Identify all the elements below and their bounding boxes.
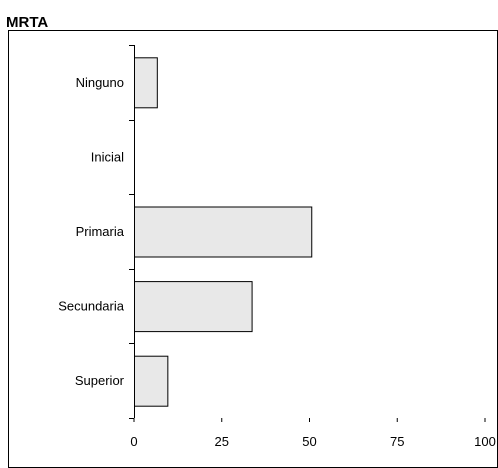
x-tick-label: 50 (302, 434, 316, 449)
y-tick-label: Secundaria (58, 299, 125, 314)
bar-ninguno (134, 57, 158, 109)
plot-area: Ninguno Inicial Primaria Secundaria Superior… (58, 45, 496, 449)
y-tick-label: Primaria (76, 224, 125, 239)
bar-primaria (134, 206, 313, 258)
x-tick-label: 25 (215, 434, 229, 449)
y-tick-label: Superior (75, 373, 125, 388)
y-tick-label: Inicial (91, 149, 124, 164)
x-tick-label: 0 (130, 434, 137, 449)
x-tick-label: 75 (390, 434, 404, 449)
x-tick-label: 100 (474, 434, 496, 449)
chart-title: MRTA (6, 14, 48, 31)
y-tick-label: Ninguno (76, 75, 124, 90)
bar-secundaria (134, 281, 253, 333)
bar-superior (134, 355, 169, 407)
